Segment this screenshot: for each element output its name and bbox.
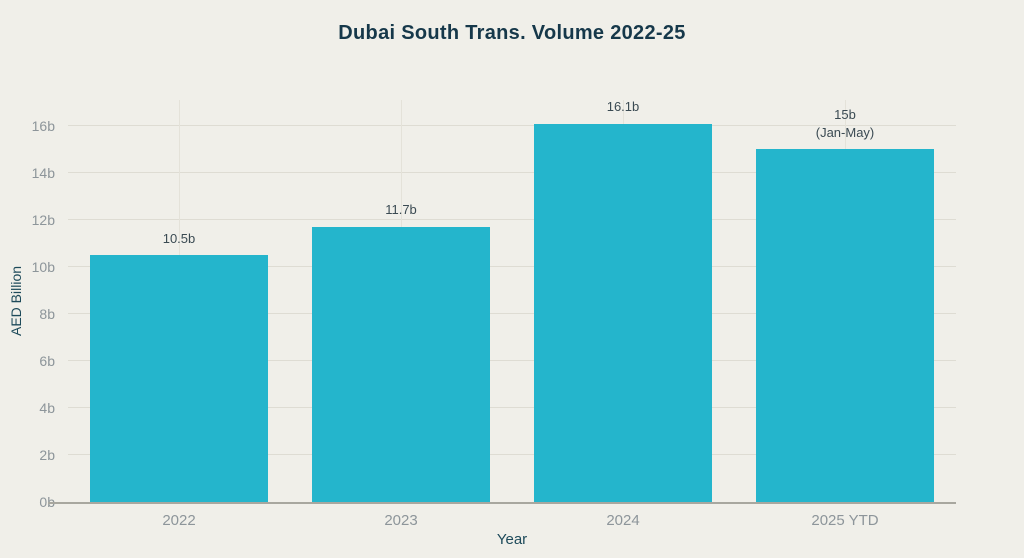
h-gridline: [68, 171, 956, 173]
y-tick-label: 2b: [39, 446, 55, 463]
x-tick-label: 2023: [384, 512, 418, 529]
y-tick-label: 6b: [39, 352, 55, 369]
bar-value-label: 11.7b: [385, 202, 417, 218]
x-tick-label: 2025 YTD: [811, 512, 879, 529]
y-tick-label: 4b: [39, 399, 55, 416]
x-tick-label: 2024: [606, 512, 640, 529]
bar: [90, 255, 268, 502]
bar-value-label: 16.1b: [606, 98, 640, 114]
bar: [756, 149, 934, 502]
x-axis-title: Year: [496, 531, 528, 548]
plot-area: 0b 2b 4b 6b 8b 10b 12b 14b 16b 10.5b 2022 11.7b 2023…: [32, 98, 956, 529]
bar-value-label: 15b (Jan-May): [815, 107, 875, 140]
y-tick-label: 14b: [31, 164, 55, 181]
h-gridline: [68, 218, 956, 220]
chart-title: Dubai South Trans. Volume 2022-25: [338, 22, 686, 44]
h-gridline: [68, 406, 956, 408]
h-gridline: [68, 124, 956, 126]
y-tick-label: 16b: [31, 117, 55, 134]
y-axis-title: AED Billion: [8, 265, 24, 337]
h-gridline: [68, 312, 956, 314]
x-tick-label: 2022: [162, 512, 196, 529]
y-tick-label: 8b: [39, 305, 55, 322]
bar-value-label: 10.5b: [162, 230, 196, 246]
h-gridline: [68, 453, 956, 455]
y-tick-label: 12b: [31, 211, 55, 228]
y-tick-label: 0b: [39, 494, 55, 510]
bar: [312, 226, 490, 502]
h-gridline: [68, 359, 956, 361]
h-gridline: [68, 265, 956, 267]
bar: [534, 123, 712, 502]
y-tick-label: 10b: [31, 258, 55, 275]
